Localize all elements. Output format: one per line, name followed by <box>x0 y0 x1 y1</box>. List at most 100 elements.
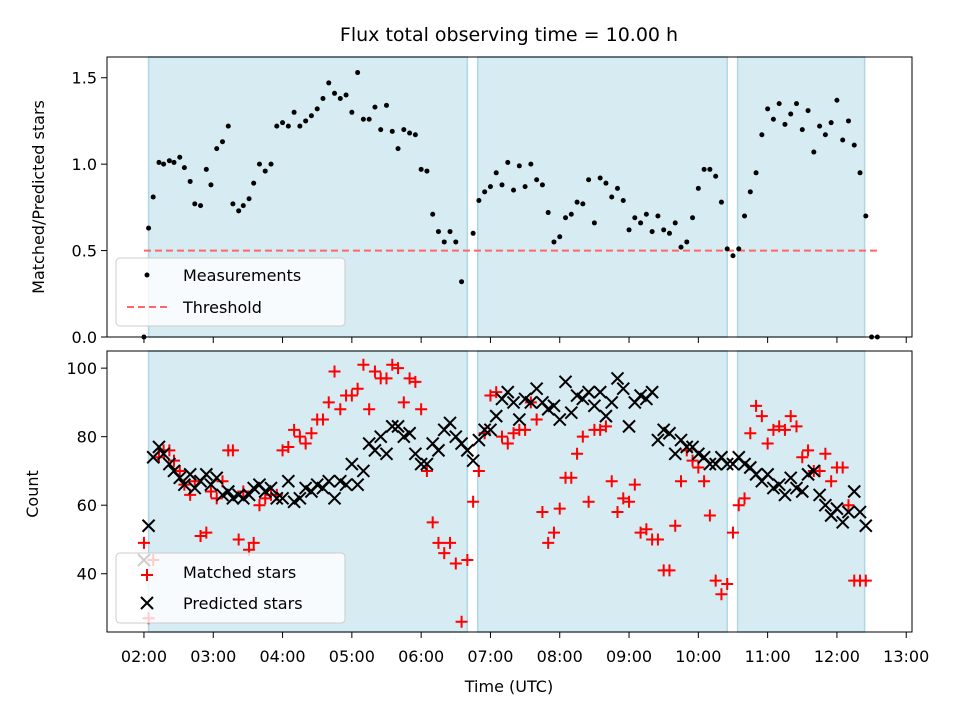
measurement-point <box>214 146 220 152</box>
legend-predicted-label: Predicted stars <box>183 594 303 613</box>
matched-star-point <box>698 475 711 488</box>
measurement-point <box>337 95 343 101</box>
measurement-point <box>177 154 183 160</box>
measurement-point <box>834 97 840 103</box>
measurement-point <box>828 120 834 126</box>
predicted-star-point <box>501 385 515 399</box>
measurement-point <box>262 168 268 174</box>
measurement-point <box>643 211 649 217</box>
matched-star-point <box>663 564 676 577</box>
measurement-point <box>684 239 690 245</box>
matched-star-point <box>669 519 682 532</box>
predicted-star-point <box>385 419 399 434</box>
measurement-point <box>251 180 257 186</box>
matched-star-point <box>796 451 809 464</box>
y-tick-label: 100 <box>66 359 97 378</box>
measurement-point <box>626 227 632 233</box>
measurement-point <box>412 132 418 138</box>
measurement-point <box>794 101 800 107</box>
measurement-point <box>632 215 638 221</box>
predicted-star-point <box>553 412 567 427</box>
matched-star-point <box>576 430 589 443</box>
measurement-point <box>476 197 482 203</box>
predicted-star-point <box>622 419 636 434</box>
y-tick-label: 0.0 <box>72 328 97 347</box>
predicted-star-point <box>524 395 538 410</box>
matched-star-point <box>582 495 595 508</box>
measurement-point <box>713 173 719 179</box>
matched-star-point <box>299 437 312 450</box>
measurement-point <box>219 139 225 145</box>
predicted-star-point <box>431 443 446 458</box>
predicted-star-point <box>350 477 365 492</box>
predicted-star-point <box>841 505 856 519</box>
x-tick-label: 10:00 <box>675 647 721 666</box>
matched-star-point <box>316 413 329 426</box>
predicted-star-point <box>368 443 382 458</box>
top-plot-frame <box>106 56 913 338</box>
y-tick-label: 40 <box>77 565 97 584</box>
x-tick-label: 09:00 <box>606 647 652 666</box>
legend-predicted-marker <box>140 596 154 610</box>
matched-star-point <box>813 464 826 477</box>
predicted-star-point <box>812 488 827 502</box>
legend-threshold-label: Threshold <box>182 298 262 317</box>
predicted-star-point <box>483 423 498 437</box>
matched-star-point <box>490 386 503 399</box>
predicted-star-point <box>173 471 187 485</box>
matched-star-point <box>397 396 410 409</box>
measurement-point <box>759 132 765 138</box>
matched-star-point <box>859 574 872 587</box>
matched-star-point <box>188 475 201 488</box>
measurement-point <box>551 239 557 245</box>
measurement-point <box>620 197 626 203</box>
matched-star-point <box>472 464 485 477</box>
predicted-star-point <box>210 471 224 485</box>
matched-star-point <box>675 475 688 488</box>
matched-star-point <box>790 420 803 433</box>
measurement-point <box>655 213 661 219</box>
matched-star-point <box>392 362 405 375</box>
measurement-point <box>198 203 204 209</box>
matched-star-point <box>415 403 428 416</box>
matched-star-point <box>547 526 560 539</box>
x-tick-label: 11:00 <box>745 647 791 666</box>
predicted-star-point <box>345 457 359 471</box>
measurement-point <box>672 220 678 226</box>
predicted-star-point <box>477 423 492 437</box>
matched-star-point <box>726 526 739 539</box>
predicted-star-point <box>529 381 544 396</box>
measurement-point <box>285 123 291 129</box>
matched-star-point <box>449 557 462 570</box>
predicted-star-point <box>645 385 659 399</box>
matched-star-point <box>761 437 774 450</box>
matched-star-point <box>571 447 584 460</box>
matched-star-point <box>438 547 451 560</box>
measurement-point <box>435 229 441 235</box>
predicted-star-point <box>379 447 394 461</box>
measurement-point <box>724 246 730 252</box>
matched-star-point <box>640 523 653 536</box>
measurement-point <box>522 184 528 190</box>
matched-star-point <box>721 578 734 591</box>
legend-measurements-label: Measurements <box>183 266 301 285</box>
matched-star-point <box>565 471 578 484</box>
measurement-point <box>171 159 177 165</box>
predicted-star-point <box>199 467 214 482</box>
measurement-point <box>181 165 187 171</box>
predicted-star-point <box>830 501 844 516</box>
top-y-axis-label: Matched/Predicted stars <box>29 100 48 294</box>
x-tick-label: 12:00 <box>814 647 860 666</box>
predicted-star-point <box>587 399 602 413</box>
measurement-point <box>851 142 857 148</box>
measurement-point <box>678 244 684 250</box>
matched-star-point <box>715 588 728 601</box>
predicted-star-point <box>152 440 166 454</box>
measurement-point <box>666 230 672 236</box>
matched-star-point <box>184 488 197 501</box>
top-legend: Measurements Threshold <box>115 257 346 327</box>
matched-star-point <box>173 464 186 477</box>
measurement-point <box>753 170 759 176</box>
